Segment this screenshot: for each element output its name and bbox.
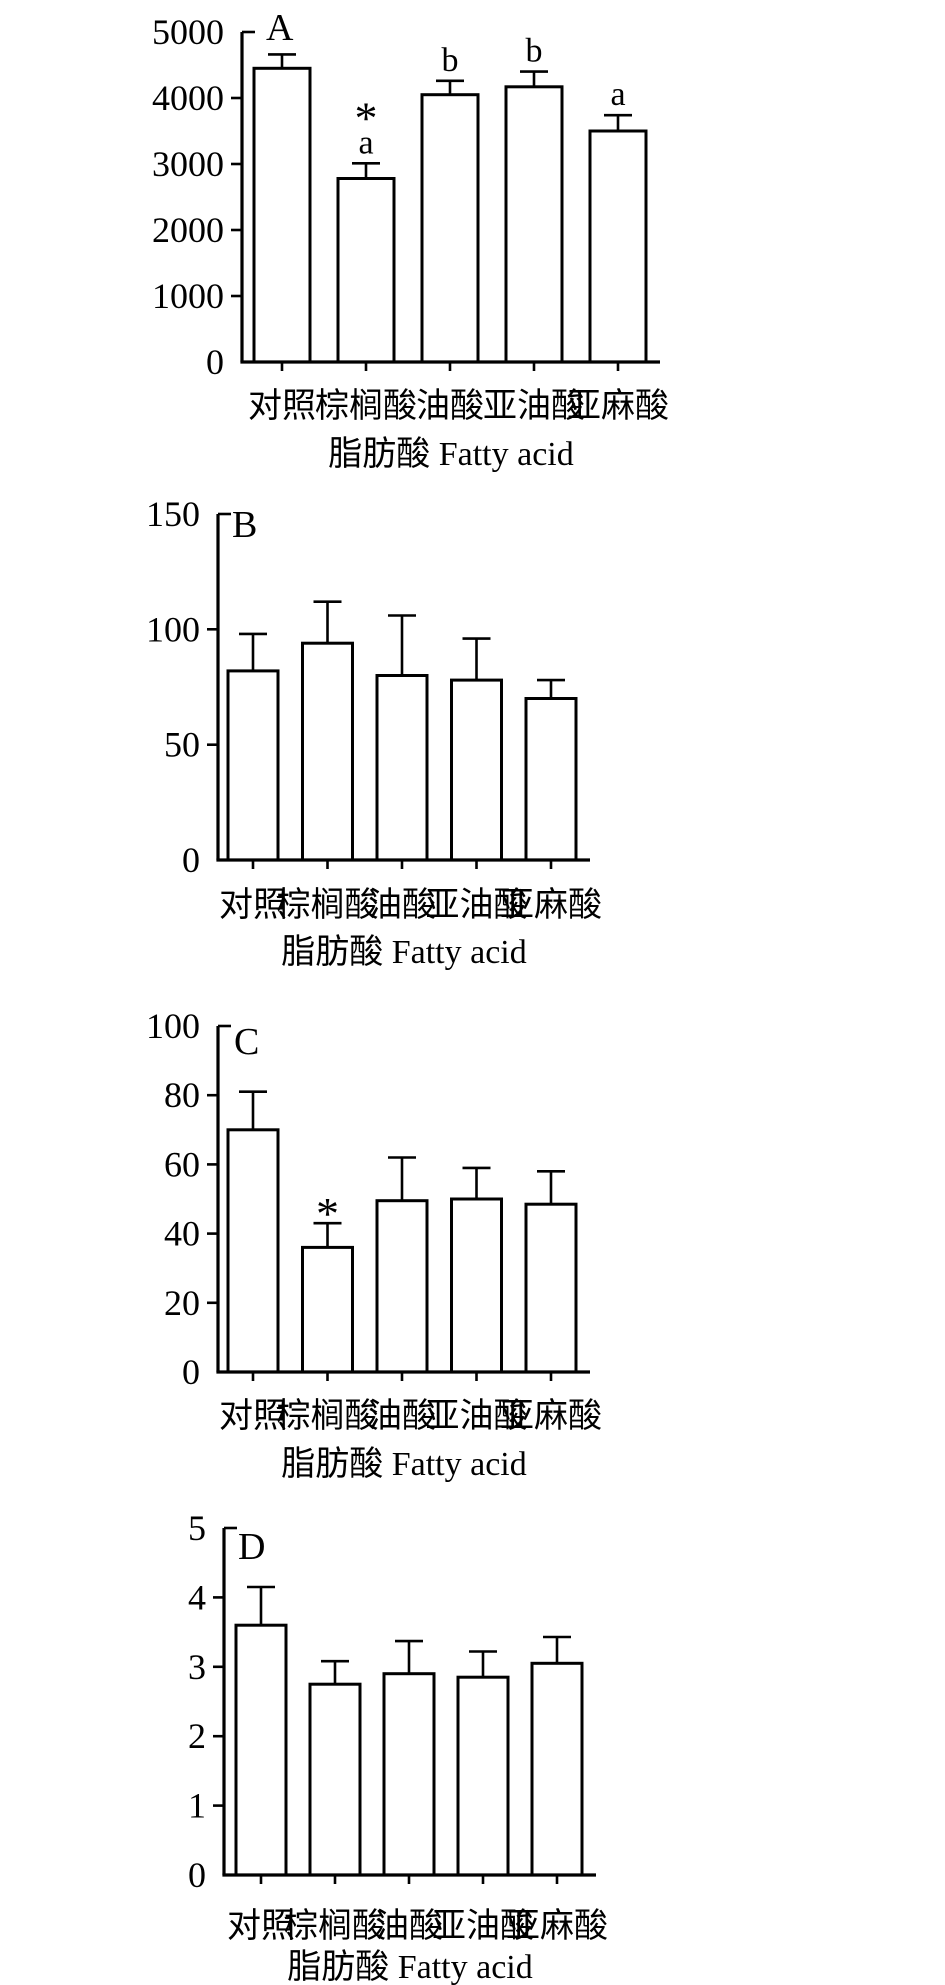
- bar: [336, 177, 396, 364]
- bar: [450, 1197, 503, 1374]
- panel-label: C: [234, 1021, 259, 1063]
- y-tick-label: 0: [188, 1855, 206, 1895]
- y-tick-label: 2000: [152, 210, 224, 250]
- significance-annotation: *: [316, 1188, 339, 1239]
- significance-annotation: *: [355, 92, 378, 143]
- significance-annotation: b: [442, 42, 459, 79]
- y-tick-label: 50: [164, 725, 200, 765]
- x-axis-title: 脂肪酸 Fatty acid: [281, 933, 527, 971]
- category-label: 棕榈酸: [284, 1907, 386, 1945]
- y-tick-label: 60: [164, 1144, 200, 1184]
- x-axis-title: 脂肪酸 Fatty acid: [287, 1948, 533, 1985]
- bar: [382, 1672, 436, 1877]
- category-label: 对照: [227, 1907, 295, 1945]
- bar: [252, 66, 312, 364]
- panel-label: A: [266, 7, 294, 49]
- bar: [588, 129, 648, 364]
- category-label: 对照: [248, 387, 316, 425]
- category-label: 亚麻酸: [567, 387, 669, 425]
- category-label: 亚油酸: [426, 1397, 528, 1435]
- bar: [504, 85, 564, 364]
- bar: [308, 1682, 362, 1877]
- panel-label: D: [238, 1526, 265, 1568]
- y-tick-label: 1: [188, 1786, 206, 1826]
- category-label: 亚油酸: [426, 886, 528, 924]
- significance-annotation: b: [526, 33, 543, 70]
- category-label: 亚油酸: [483, 387, 585, 425]
- category-label: 对照: [219, 886, 287, 924]
- bar: [530, 1661, 584, 1877]
- bar: [524, 1202, 578, 1374]
- panel-label: B: [232, 504, 257, 546]
- y-tick-label: 100: [146, 1006, 200, 1046]
- bar: [301, 641, 354, 862]
- bar: [456, 1675, 510, 1877]
- y-tick-label: 0: [182, 1352, 200, 1392]
- bar: [226, 669, 280, 862]
- significance-annotation: a: [610, 76, 625, 113]
- y-tick-label: 0: [206, 342, 224, 382]
- category-label: 油酸: [416, 387, 484, 425]
- bar: [234, 1623, 288, 1877]
- category-label: 亚油酸: [432, 1907, 534, 1945]
- category-label: 油酸: [368, 1397, 436, 1435]
- y-tick-label: 5: [188, 1508, 206, 1548]
- bar: [450, 678, 503, 862]
- category-label: 棕榈酸: [277, 1397, 379, 1435]
- category-label: 亚麻酸: [506, 1907, 608, 1945]
- bar: [375, 674, 429, 862]
- category-label: 棕榈酸: [277, 886, 379, 924]
- y-tick-label: 3000: [152, 144, 224, 184]
- bar: [524, 697, 578, 862]
- category-label: 油酸: [375, 1907, 443, 1945]
- x-axis-title: 脂肪酸 Fatty acid: [281, 1445, 527, 1483]
- y-tick-label: 5000: [152, 12, 224, 52]
- y-tick-label: 2: [188, 1716, 206, 1756]
- significance-annotation: a: [358, 124, 373, 161]
- category-label: 亚麻酸: [500, 886, 602, 924]
- y-tick-label: 100: [146, 609, 200, 649]
- y-tick-label: 4000: [152, 78, 224, 118]
- y-tick-label: 20: [164, 1283, 200, 1323]
- y-tick-label: 80: [164, 1075, 200, 1115]
- category-label: 油酸: [368, 886, 436, 924]
- y-tick-label: 150: [146, 494, 200, 534]
- y-tick-label: 0: [182, 840, 200, 880]
- bar: [301, 1245, 354, 1374]
- y-tick-label: 4: [188, 1577, 206, 1617]
- bar: [420, 93, 480, 364]
- y-tick-label: 40: [164, 1214, 200, 1254]
- y-tick-label: 1000: [152, 276, 224, 316]
- category-label: 对照: [219, 1397, 287, 1435]
- y-tick-label: 3: [188, 1647, 206, 1687]
- category-label: 棕榈酸: [315, 387, 417, 425]
- bar: [226, 1128, 280, 1374]
- category-label: 亚麻酸: [500, 1397, 602, 1435]
- x-axis-title: 脂肪酸 Fatty acid: [328, 435, 574, 473]
- bar: [375, 1199, 429, 1374]
